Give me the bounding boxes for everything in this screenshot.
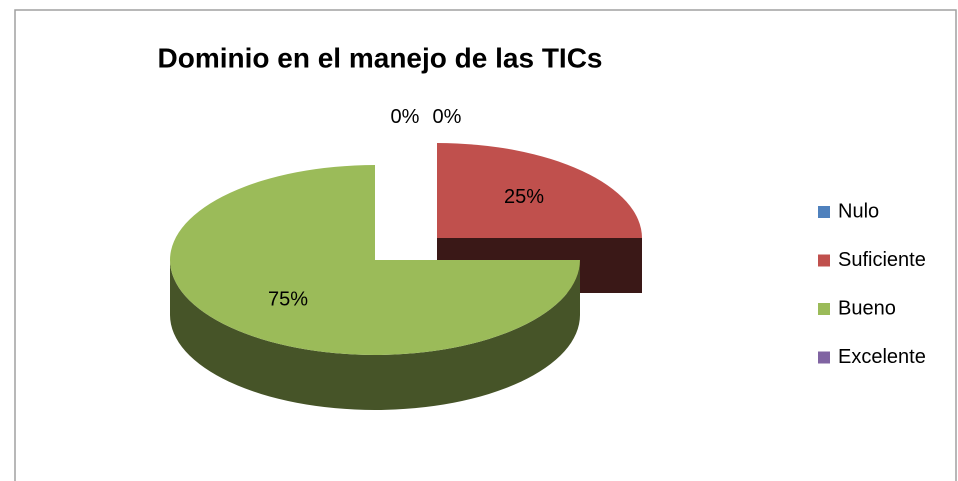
slice-top [170,165,580,355]
data-label: 0% [391,106,420,128]
legend-swatch [818,303,830,315]
legend-swatch [818,254,830,267]
legend-label: Excelente [838,346,926,368]
legend-swatch [818,351,830,364]
data-label: 75% [268,289,308,311]
legend-label: Bueno [838,297,896,319]
data-label: 25% [504,186,544,208]
slice-top [437,143,642,238]
chart-title: Dominio en el manejo de las TICs [158,42,603,73]
chart-frame [14,9,957,481]
legend-label: Nulo [838,200,879,222]
slice-side [170,260,580,410]
pie-slice [170,165,580,410]
legend-label: Suficiente [838,249,926,271]
legend-swatch [818,206,830,218]
data-label: 0% [433,106,462,128]
